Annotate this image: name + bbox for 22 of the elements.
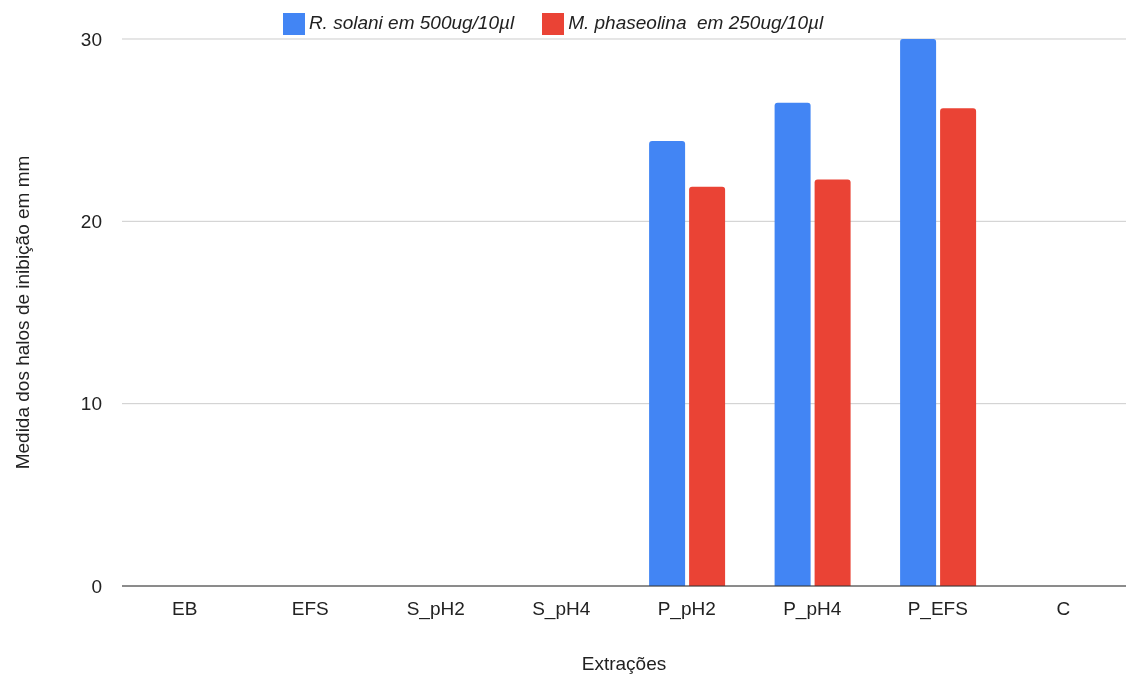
- x-axis-title: Extrações: [581, 653, 667, 674]
- x-tick-label: P_pH2: [657, 598, 716, 621]
- y-axis-title: Medida dos halos de inibição em mm: [11, 155, 33, 470]
- y-tick-label: 20: [80, 211, 102, 233]
- legend-label: M. phaseolina em 250ug/10µl: [568, 12, 824, 33]
- bar: [814, 179, 851, 586]
- x-tick-label: EB: [172, 598, 198, 620]
- x-tick-label: P_EFS: [907, 598, 968, 621]
- x-tick-label: C: [1056, 598, 1071, 620]
- x-tick-label: EFS: [291, 598, 329, 620]
- y-tick-label: 0: [91, 575, 102, 597]
- legend-label: R. solani em 500ug/10µl: [308, 12, 515, 33]
- y-tick-label: 10: [80, 393, 102, 415]
- bar: [689, 186, 726, 586]
- bar: [649, 141, 686, 586]
- x-tick-label: P_pH4: [783, 598, 842, 621]
- bar: [940, 108, 977, 586]
- bar: [774, 102, 811, 586]
- bar: [900, 38, 937, 586]
- y-tick-label: 30: [80, 28, 102, 50]
- x-tick-label: S_pH4: [532, 598, 591, 621]
- x-tick-label: S_pH2: [406, 598, 465, 621]
